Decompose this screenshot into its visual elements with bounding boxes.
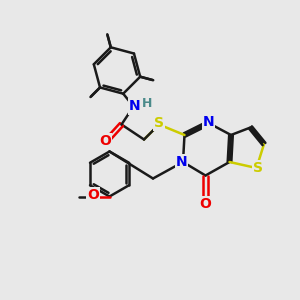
Text: O: O — [99, 134, 111, 148]
Text: S: S — [253, 161, 263, 175]
Text: O: O — [200, 197, 211, 211]
Text: N: N — [176, 155, 187, 169]
Text: N: N — [203, 115, 214, 128]
Text: H: H — [142, 97, 152, 110]
Text: N: N — [129, 100, 141, 113]
Text: S: S — [154, 116, 164, 130]
Text: O: O — [87, 188, 99, 202]
